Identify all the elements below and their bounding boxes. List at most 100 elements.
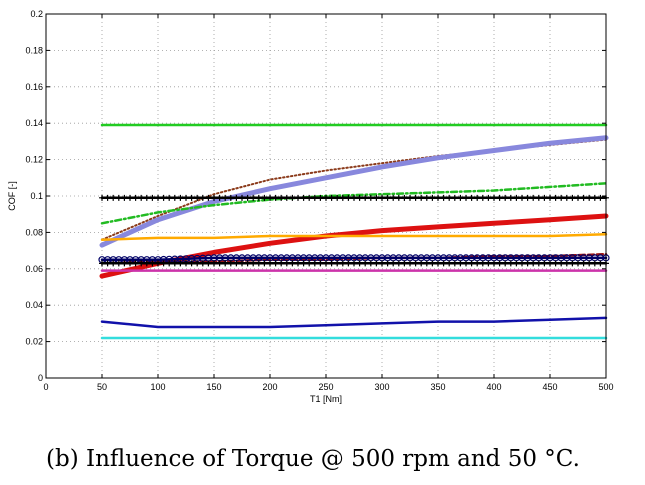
plus-marker [222,260,229,267]
plus-marker [407,194,413,201]
plus-marker [295,194,301,201]
x-tick-label: 250 [318,382,333,392]
plus-marker [435,194,441,201]
plus-marker [233,260,240,267]
plus-marker [496,194,503,201]
plus-marker [138,260,145,267]
plus-marker [384,260,391,267]
plus-marker [356,194,363,201]
series-line-blue-solid [100,316,608,329]
plus-marker [502,194,509,201]
plus-marker [379,260,385,267]
plus-marker [519,194,525,201]
plus-marker [227,260,234,267]
plus-marker [317,194,324,201]
plus-marker [300,260,307,267]
plus-marker [591,194,598,201]
plus-marker [586,260,593,267]
x-tick-label: 300 [374,382,389,392]
plus-marker [188,194,195,201]
plus-marker [547,194,553,201]
plus-marker [491,260,497,267]
plus-marker [541,194,548,201]
x-tick-label: 500 [598,382,613,392]
plus-marker [149,194,156,201]
plus-marker [166,260,173,267]
plus-marker [127,194,133,201]
plus-marker [177,260,184,267]
plus-marker [558,260,565,267]
series-red-thick [99,213,609,279]
plus-marker [295,260,301,267]
plus-marker [468,260,475,267]
series-line-green-dashdot [100,182,608,225]
plus-marker [591,260,598,267]
series-group [98,123,610,340]
plus-marker [323,194,329,201]
plus-marker [143,194,150,201]
plus-marker [479,260,486,267]
plus-marker [362,260,369,267]
plus-marker [412,260,419,267]
plus-marker [569,194,576,201]
plus-marker [345,260,352,267]
plus-marker [104,260,111,267]
plus-marker [339,260,346,267]
x-axis-label: T1 [Nm] [310,394,342,404]
x-tick-label: 150 [206,382,221,392]
plus-marker [530,194,537,201]
ticks: 0 50 100 150 200 250 300 350 400 450 500 0 0.02 0.04 0… [25,9,613,392]
plus-marker [524,194,531,201]
plus-marker [110,194,117,201]
y-tick-label: 0.14 [25,118,43,128]
plus-marker [356,260,363,267]
plus-marker [205,194,212,201]
plus-marker [440,194,447,201]
plus-marker [233,194,240,201]
x-tick-label: 350 [430,382,445,392]
y-tick-label: 0.12 [25,155,43,165]
plus-marker [502,260,509,267]
plus-marker [110,260,117,267]
plus-marker [183,260,189,267]
plus-marker [507,194,514,201]
series-line-orange-solid [100,232,608,241]
plus-marker [267,194,273,201]
plus-marker [345,194,352,201]
plus-marker [558,194,565,201]
plus-marker [334,194,341,201]
plus-marker [351,194,357,201]
plus-marker [446,194,453,201]
plus-marker [586,194,593,201]
plus-marker [463,194,469,201]
plus-marker [563,194,570,201]
plus-marker [597,194,604,201]
series-line-navy-circle [100,256,608,261]
y-tick-label: 0.1 [30,191,43,201]
plus-marker [429,260,436,267]
plus-marker [351,260,357,267]
plus-marker [177,194,184,201]
y-tick-label: 0.16 [25,82,43,92]
plus-marker [541,260,548,267]
plus-marker [401,194,408,201]
plus-marker [149,260,156,267]
plus-marker [451,260,458,267]
plus-marker [367,260,374,267]
y-tick-label: 0 [38,373,43,383]
plus-marker [412,194,419,201]
plus-marker [535,260,542,267]
plus-marker [188,260,195,267]
plus-marker [547,260,553,267]
plus-marker [211,194,217,201]
plus-marker [507,260,514,267]
plus-marker [132,260,139,267]
plus-marker [379,194,385,201]
y-tick-label: 0.04 [25,300,43,310]
plus-marker [121,194,128,201]
x-tick-label: 50 [97,382,107,392]
plus-marker [244,260,251,267]
plus-marker [244,194,251,201]
plus-marker [496,260,503,267]
plus-marker [423,260,430,267]
